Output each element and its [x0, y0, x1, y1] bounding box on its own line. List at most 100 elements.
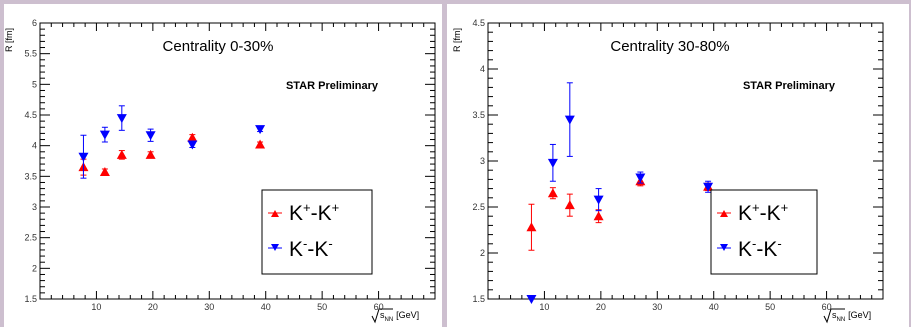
x-axis-label-base: s [380, 310, 385, 320]
x-tick-label: 20 [148, 302, 158, 312]
x-axis-label-unit: [GeV] [848, 310, 871, 320]
legend-label-kminus: K--K- [289, 236, 333, 261]
kminus-point [187, 140, 198, 150]
panel-background [447, 4, 909, 327]
x-axis-label-text: sNN [GeV] [832, 310, 871, 323]
x-tick-label: 20 [596, 302, 606, 312]
x-axis-label-base: s [832, 310, 837, 320]
legend-kplus-sup2: + [332, 200, 340, 215]
kplus-point [593, 211, 604, 221]
y-tick-label: 2 [32, 263, 37, 273]
kplus-point [145, 149, 156, 159]
x-tick-label: 50 [765, 302, 775, 312]
star-preliminary-label: STAR Preliminary [743, 80, 836, 92]
x-tick-label: 30 [652, 302, 662, 312]
legend-kplus-base1: K [289, 202, 303, 225]
x-tick-label: 40 [709, 302, 719, 312]
legend-kplus-base1: K [738, 202, 752, 225]
legend-kminus-mid: -K [307, 238, 328, 261]
legend-kminus-base1: K [289, 238, 303, 261]
kminus-point [703, 182, 714, 192]
x-tick-label: 40 [261, 302, 271, 312]
legend-kplus-sup1: + [752, 200, 760, 215]
kplus-point [99, 167, 110, 177]
legend-label-kplus: K+-K+ [289, 200, 339, 225]
y-tick-label: 3 [480, 156, 485, 166]
plot-frame [39, 22, 436, 300]
chart-panel-left: Centrality 0-30% STAR Preliminary R [fm]… [4, 4, 442, 327]
kplus-point [187, 132, 198, 142]
legend-kminus-sup2: - [777, 236, 781, 251]
y-tick-label: 2.5 [24, 233, 37, 243]
chart-title: Centrality 30-80% [610, 38, 729, 55]
y-tick-label: 1.5 [24, 294, 37, 304]
sqrt-symbol [823, 308, 845, 324]
legend-kplus-sup2: + [781, 200, 789, 215]
y-tick-label: 4 [32, 141, 37, 151]
legend-kminus-sup1: - [752, 236, 756, 251]
x-axis-label-unit: [GeV] [396, 310, 419, 320]
y-tick-label: 2 [480, 248, 485, 258]
kminus-point [145, 131, 156, 141]
x-axis-label-sub: NN [385, 317, 394, 323]
data-marks [78, 105, 266, 179]
x-tick-label: 10 [91, 302, 101, 312]
legend: K+-K+ K--K- [710, 189, 818, 275]
x-tick-label: 60 [822, 302, 832, 312]
data-marks [526, 82, 714, 304]
x-axis-label: sNN [GeV] [823, 308, 871, 324]
kminus-point [255, 125, 266, 135]
kminus-point [564, 115, 575, 125]
axes: 10 20 30 40 50 60 1.5 2 2.5 3 3.5 4 4.5 5 5.5 6 [24, 18, 435, 312]
kplus-point [255, 139, 266, 149]
y-tick-label: 1.5 [472, 294, 485, 304]
legend-label-kplus: K+-K+ [738, 200, 788, 225]
legend-kminus-sup2: - [328, 236, 332, 251]
y-tick-label: 5.5 [24, 49, 37, 59]
legend-box [261, 189, 373, 275]
y-tick-label: 4.5 [472, 18, 485, 28]
y-tick-label: 6 [32, 18, 37, 28]
legend-kminus-sup1: - [303, 236, 307, 251]
kplus-point [547, 188, 558, 198]
x-tick-label: 30 [204, 302, 214, 312]
kminus-point [526, 295, 537, 304]
legend-label-kminus: K--K- [738, 236, 782, 261]
legend-kminus-mid: -K [756, 238, 777, 261]
axes: 10 20 30 40 50 60 1.5 2 2.5 3 3.5 4 4.5 [472, 18, 883, 312]
y-tick-label: 2.5 [472, 202, 485, 212]
chart-title: Centrality 0-30% [163, 38, 274, 55]
legend-kplus-mid: -K [311, 202, 332, 225]
legend-kplus-sup1: + [303, 200, 311, 215]
x-tick-label: 10 [539, 302, 549, 312]
legend-kplus-mid: -K [760, 202, 781, 225]
legend-kminus-base1: K [738, 238, 752, 261]
kplus-point [564, 200, 575, 210]
legend: K+-K+ K--K- [261, 189, 373, 275]
y-tick-label: 5 [32, 79, 37, 89]
y-axis-label: R [fm] [4, 28, 14, 52]
x-tick-label: 50 [317, 302, 327, 312]
star-preliminary-label: STAR Preliminary [286, 80, 379, 92]
kminus-point [116, 114, 127, 124]
x-axis-label: sNN [GeV] [371, 308, 419, 324]
kminus-point [99, 130, 110, 140]
y-tick-label: 3.5 [472, 110, 485, 120]
sqrt-symbol [371, 308, 393, 324]
kminus-point [78, 152, 89, 162]
y-tick-label: 4.5 [24, 110, 37, 120]
kminus-point [635, 173, 646, 183]
y-tick-label: 3.5 [24, 171, 37, 181]
y-tick-label: 3 [32, 202, 37, 212]
kminus-point [547, 158, 558, 168]
kplus-point [116, 149, 127, 159]
y-axis-label: R [fm] [452, 28, 462, 52]
x-axis-label-text: sNN [GeV] [380, 310, 419, 323]
y-tick-label: 4 [480, 64, 485, 74]
x-tick-label: 60 [374, 302, 384, 312]
kplus-point [526, 222, 537, 232]
kminus-point [593, 195, 604, 205]
x-axis-label-sub: NN [837, 317, 846, 323]
chart-panel-right: Centrality 30-80% STAR Preliminary R [fm… [447, 4, 909, 327]
